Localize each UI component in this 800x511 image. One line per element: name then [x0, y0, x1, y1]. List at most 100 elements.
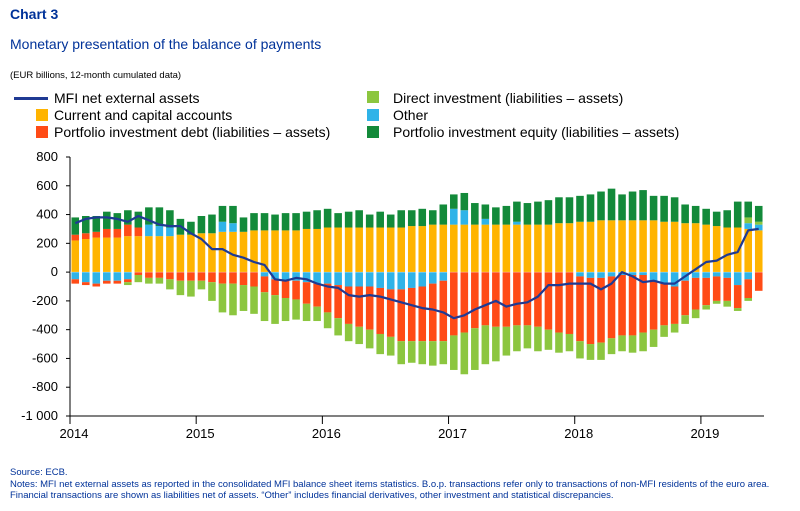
bar-debt_neg [471, 272, 479, 329]
bar-other_neg [586, 272, 595, 278]
bar-equity_pos [691, 205, 700, 224]
bar-debt_neg [649, 280, 658, 330]
bar-other_neg [113, 272, 122, 281]
bar-debt_neg [376, 287, 384, 334]
bar-current [187, 234, 195, 273]
bar-equity_pos [744, 201, 753, 218]
bar-current [565, 223, 574, 273]
x-tick-label: 2015 [186, 426, 215, 441]
bar-debt_neg [208, 272, 216, 283]
bar-direct_neg [418, 341, 427, 365]
bar-direct_pos [744, 217, 753, 224]
source-note: Source: ECB. [10, 467, 68, 478]
bar-direct_neg [250, 286, 258, 314]
bar-current [365, 227, 374, 273]
bar-current [250, 230, 258, 273]
bar-other_neg [428, 272, 437, 284]
bar-direct_neg [460, 332, 469, 375]
bar-current [639, 220, 647, 273]
bar-equity_pos [450, 194, 458, 209]
bar-debt_neg [513, 272, 521, 326]
bar-direct_neg [723, 300, 731, 307]
bar-current [134, 236, 143, 273]
chart-title: Monetary presentation of the balance of … [10, 36, 322, 52]
bar-other_neg [660, 272, 668, 284]
bar-equity_pos [281, 213, 290, 231]
bar-direct_neg [197, 280, 206, 290]
bar-debt_neg [229, 272, 237, 284]
bar-current [323, 227, 332, 273]
legend-line-swatch [14, 97, 48, 100]
bar-equity_pos [733, 201, 742, 228]
y-tick-label: -1 000 [21, 408, 58, 423]
bar-equity_pos [166, 210, 174, 228]
bar-other_neg [376, 272, 384, 288]
bar-equity_pos [534, 201, 542, 225]
bar-debt_neg [534, 272, 542, 327]
notes-block: Source: ECB. Notes: MFI net external ass… [10, 467, 795, 502]
bar-debt_neg [323, 283, 332, 313]
bar-other_neg [712, 272, 721, 277]
bar-current [302, 228, 311, 273]
bar-debt_neg [628, 274, 637, 336]
bar-debt_neg [113, 280, 122, 284]
bar-direct_neg [407, 341, 416, 363]
bar-other_neg [92, 272, 101, 284]
bar-other_neg [670, 272, 679, 287]
bar-current [428, 224, 437, 273]
bar-equity_pos [639, 190, 647, 221]
bar-other_pos [754, 224, 763, 231]
bar-equity_pos [418, 208, 427, 227]
bar-equity_pos [723, 210, 731, 228]
bar-debt_neg [744, 279, 753, 299]
bar-current [334, 227, 342, 273]
bar-debt_pos [103, 228, 111, 238]
y-tick-label: -600 [32, 350, 58, 365]
bar-debt_neg [597, 277, 605, 343]
bar-other_neg [744, 272, 753, 280]
bar-direct_neg [534, 326, 542, 352]
bar-current [702, 224, 710, 273]
bar-other_neg [439, 272, 448, 281]
bar-direct_neg [176, 280, 185, 296]
bar-debt_neg [260, 276, 269, 293]
bar-equity_pos [576, 195, 584, 222]
bar-equity_pos [407, 210, 416, 227]
bar-debt_neg [145, 272, 153, 278]
bar-direct_neg [597, 342, 605, 360]
bar-direct_neg [565, 333, 574, 352]
bar-current [534, 224, 542, 273]
bar-equity_pos [124, 210, 132, 225]
bar-other_neg [702, 272, 710, 278]
bar-direct_neg [386, 336, 395, 356]
bar-equity_pos [155, 207, 164, 227]
bar-current [386, 227, 395, 273]
bar-debt_neg [670, 286, 679, 324]
bar-equity_pos [502, 205, 511, 225]
bar-current [313, 228, 321, 273]
bar-equity_pos [754, 205, 763, 222]
bar-current [712, 226, 721, 273]
bar-debt_neg [565, 272, 574, 334]
bar-equity_pos [681, 204, 689, 224]
bar-other_pos [145, 224, 153, 237]
bar-debt_neg [281, 280, 290, 299]
bar-equity_pos [134, 211, 143, 228]
bar-debt_neg [450, 272, 458, 336]
bar-equity_pos [439, 204, 448, 225]
bar-debt_neg [723, 277, 731, 301]
bar-current [176, 234, 185, 273]
bar-direct_neg [208, 282, 216, 301]
bar-current [450, 224, 458, 273]
bar-debt_neg [239, 272, 248, 286]
bar-direct_neg [607, 338, 616, 355]
legend-label-debt: Portfolio investment debt (liabilities –… [54, 124, 331, 140]
bar-debt_neg [754, 272, 763, 291]
bar-direct_neg [544, 329, 553, 350]
bar-equity_pos [607, 188, 616, 221]
bar-direct_neg [218, 283, 227, 313]
bar-other_neg [649, 272, 658, 281]
bar-direct_neg [586, 344, 595, 360]
bar-direct_neg [660, 325, 668, 337]
bar-other_neg [355, 272, 363, 287]
